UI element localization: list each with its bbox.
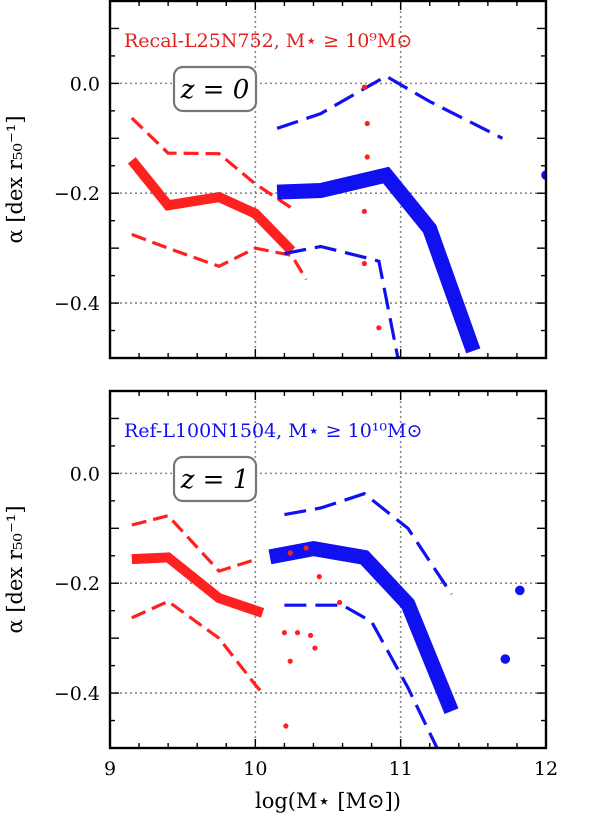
x-axis-label: log(M⋆ [M⊙]) [255,789,401,813]
red-data-point [281,630,287,636]
x-tick-label: 12 [534,758,558,780]
x-tick-label: 11 [389,758,413,780]
red-data-point [303,545,309,551]
red-data-point [361,208,367,214]
y-tick-label: 0.0 [70,73,100,95]
blue-data-point [500,654,511,664]
top-panel: 0.0 −0.2 −0.4 α [dex r₅₀⁻¹] Recal-L25N752, M… [3,0,548,360]
series-group [131,491,525,748]
redshift-label: z = 1 [180,465,250,495]
blue-percentile-line [276,74,504,140]
red-data-point [283,723,289,729]
redshift-box [172,65,258,113]
red-median-line [127,157,296,255]
red-percentile-line [131,599,264,695]
red-data-point [364,154,370,160]
ticks [109,0,547,359]
x-tick-label: 9 [104,758,116,780]
blue-percentile-line [284,491,453,596]
red-data-point [287,550,293,556]
y-tick-label: 0.0 [70,463,100,485]
blue-median-line [276,166,481,354]
y-tick-label: −0.2 [54,573,100,595]
y-tick-label: −0.4 [54,293,100,315]
x-tick-label: 10 [243,758,267,780]
bottom-panel: 0.0 −0.2 −0.4 9 10 11 12 α [dex r₅₀⁻¹] Ref-L100N… [3,389,558,813]
red-data-point [337,599,343,606]
red-data-point [361,84,367,90]
red-data-point [294,630,301,636]
blue-percentile-line [284,603,439,748]
plot-frame [108,389,548,750]
red-data-point [376,325,382,331]
y-axis-label: α [dex r₅₀⁻¹] [3,505,27,633]
red-data-point [364,120,370,127]
red-percentile-line [131,232,308,281]
blue-data-point [515,585,525,596]
y-tick-label: −0.2 [54,183,100,205]
red-data-point [361,260,367,267]
red-percentile-line [131,513,256,573]
redshift-label: z = 0 [180,75,250,105]
series-group [127,74,546,358]
blue-median-line [268,540,459,715]
sample-annotation: Recal-L25N752, M⋆ ≥ 10⁹M⊙ [124,30,412,52]
red-data-point [307,632,314,639]
redshift-box [172,455,258,503]
red-median-line [131,552,265,618]
sample-annotation: Ref-L100N1504, M⋆ ≥ 10¹⁰M⊙ [124,420,422,442]
red-percentile-line [130,116,293,210]
plot-frame [108,0,548,360]
red-data-point [316,574,322,580]
blue-percentile-line [284,244,401,358]
red-data-point [312,645,318,651]
grid [110,1,546,358]
red-data-point [287,658,293,664]
y-axis-label: α [dex r₅₀⁻¹] [3,115,27,243]
ticks [109,390,547,749]
y-tick-label: −0.4 [54,683,100,705]
